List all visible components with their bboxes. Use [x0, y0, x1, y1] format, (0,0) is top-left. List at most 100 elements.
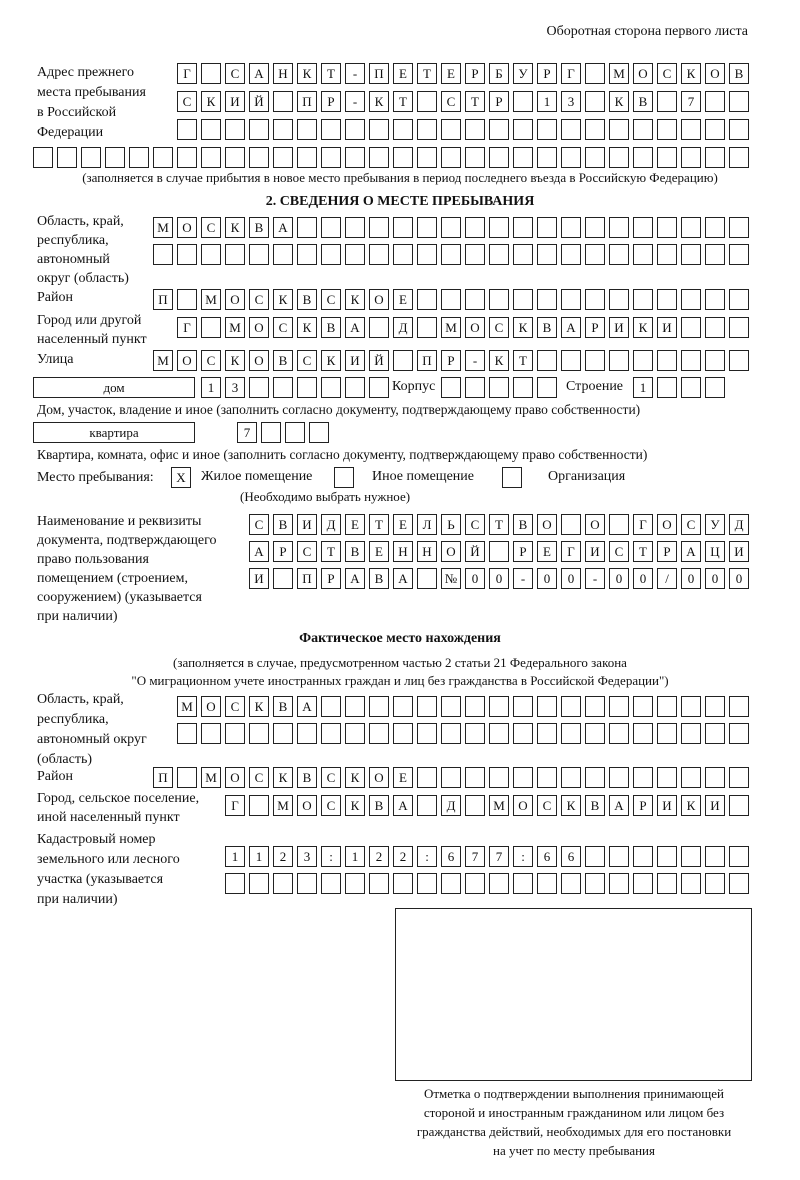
char-cell[interactable]: Р	[321, 91, 341, 112]
char-cell[interactable]	[657, 147, 677, 168]
char-cell[interactable]: К	[273, 289, 293, 310]
char-cell[interactable]	[345, 147, 365, 168]
char-cell[interactable]	[561, 350, 581, 371]
char-cell[interactable]	[561, 244, 581, 265]
char-cell[interactable]	[249, 244, 269, 265]
char-cell[interactable]	[297, 244, 317, 265]
char-cell[interactable]	[657, 244, 677, 265]
char-cell[interactable]	[681, 244, 701, 265]
char-cell[interactable]: 7	[237, 422, 257, 443]
char-cell[interactable]	[561, 217, 581, 238]
char-cell[interactable]	[417, 91, 437, 112]
char-cell[interactable]: Т	[321, 541, 341, 562]
char-cell[interactable]	[441, 244, 461, 265]
char-cell[interactable]	[201, 317, 221, 338]
char-cell[interactable]	[705, 350, 725, 371]
char-cell[interactable]	[465, 767, 485, 788]
char-cell[interactable]	[81, 147, 101, 168]
char-cell[interactable]	[201, 63, 221, 84]
char-cell[interactable]	[489, 541, 509, 562]
char-cell[interactable]: Л	[417, 514, 437, 535]
char-cell[interactable]: 0	[681, 568, 701, 589]
char-cell[interactable]: О	[585, 514, 605, 535]
char-cell[interactable]	[321, 873, 341, 894]
char-cell[interactable]: №	[441, 568, 461, 589]
char-cell[interactable]	[177, 119, 197, 140]
char-cell[interactable]	[273, 377, 293, 398]
char-cell[interactable]: 1	[345, 846, 365, 867]
char-cell[interactable]: С	[321, 289, 341, 310]
char-cell[interactable]: И	[297, 514, 317, 535]
char-cell[interactable]	[225, 873, 245, 894]
char-cell[interactable]	[537, 696, 557, 717]
char-cell[interactable]: И	[345, 350, 365, 371]
char-cell[interactable]: Р	[585, 317, 605, 338]
char-cell[interactable]: С	[609, 541, 629, 562]
char-cell[interactable]: 0	[633, 568, 653, 589]
char-cell[interactable]: М	[177, 696, 197, 717]
char-cell[interactable]: И	[609, 317, 629, 338]
char-cell[interactable]: К	[297, 317, 317, 338]
char-cell[interactable]	[309, 422, 329, 443]
char-cell[interactable]	[33, 147, 53, 168]
char-cell[interactable]: К	[321, 350, 341, 371]
char-cell[interactable]	[321, 119, 341, 140]
stay-option-checkbox-residential[interactable]: X	[171, 467, 191, 488]
char-cell[interactable]	[657, 377, 677, 398]
char-cell[interactable]	[537, 350, 557, 371]
char-cell[interactable]: -	[585, 568, 605, 589]
char-cell[interactable]	[609, 767, 629, 788]
char-cell[interactable]: П	[417, 350, 437, 371]
char-cell[interactable]	[489, 696, 509, 717]
char-cell[interactable]: П	[369, 63, 389, 84]
char-cell[interactable]: Е	[369, 541, 389, 562]
char-cell[interactable]: О	[369, 289, 389, 310]
char-cell[interactable]: М	[609, 63, 629, 84]
char-cell[interactable]: Р	[537, 63, 557, 84]
char-cell[interactable]: К	[345, 289, 365, 310]
char-cell[interactable]: Й	[465, 541, 485, 562]
char-cell[interactable]	[537, 723, 557, 744]
char-cell[interactable]	[273, 91, 293, 112]
char-cell[interactable]: В	[273, 514, 293, 535]
char-cell[interactable]	[633, 217, 653, 238]
char-cell[interactable]	[273, 119, 293, 140]
char-cell[interactable]: К	[225, 217, 245, 238]
char-cell[interactable]	[729, 317, 749, 338]
char-cell[interactable]: -	[345, 91, 365, 112]
char-cell[interactable]	[561, 119, 581, 140]
char-cell[interactable]	[609, 696, 629, 717]
char-cell[interactable]: А	[609, 795, 629, 816]
char-cell[interactable]	[465, 244, 485, 265]
char-cell[interactable]	[513, 289, 533, 310]
char-cell[interactable]	[657, 723, 677, 744]
char-cell[interactable]	[345, 217, 365, 238]
char-cell[interactable]	[297, 873, 317, 894]
stay-option-checkbox-organization[interactable]	[502, 467, 522, 488]
char-cell[interactable]	[513, 244, 533, 265]
char-cell[interactable]: Д	[729, 514, 749, 535]
char-cell[interactable]	[729, 846, 749, 867]
char-cell[interactable]: В	[297, 767, 317, 788]
char-cell[interactable]	[537, 873, 557, 894]
char-cell[interactable]: Е	[393, 63, 413, 84]
char-cell[interactable]: Е	[393, 289, 413, 310]
char-cell[interactable]: Т	[489, 514, 509, 535]
char-cell[interactable]	[489, 119, 509, 140]
char-cell[interactable]: К	[297, 63, 317, 84]
char-cell[interactable]: Н	[417, 541, 437, 562]
char-cell[interactable]	[153, 147, 173, 168]
char-cell[interactable]: -	[345, 63, 365, 84]
char-cell[interactable]	[705, 119, 725, 140]
char-cell[interactable]: А	[393, 795, 413, 816]
char-cell[interactable]	[441, 289, 461, 310]
char-cell[interactable]: М	[201, 767, 221, 788]
char-cell[interactable]	[369, 217, 389, 238]
char-cell[interactable]: О	[225, 767, 245, 788]
char-cell[interactable]	[345, 873, 365, 894]
char-cell[interactable]: -	[513, 568, 533, 589]
char-cell[interactable]	[633, 723, 653, 744]
char-cell[interactable]: Т	[369, 514, 389, 535]
char-cell[interactable]: Й	[369, 350, 389, 371]
char-cell[interactable]	[705, 317, 725, 338]
